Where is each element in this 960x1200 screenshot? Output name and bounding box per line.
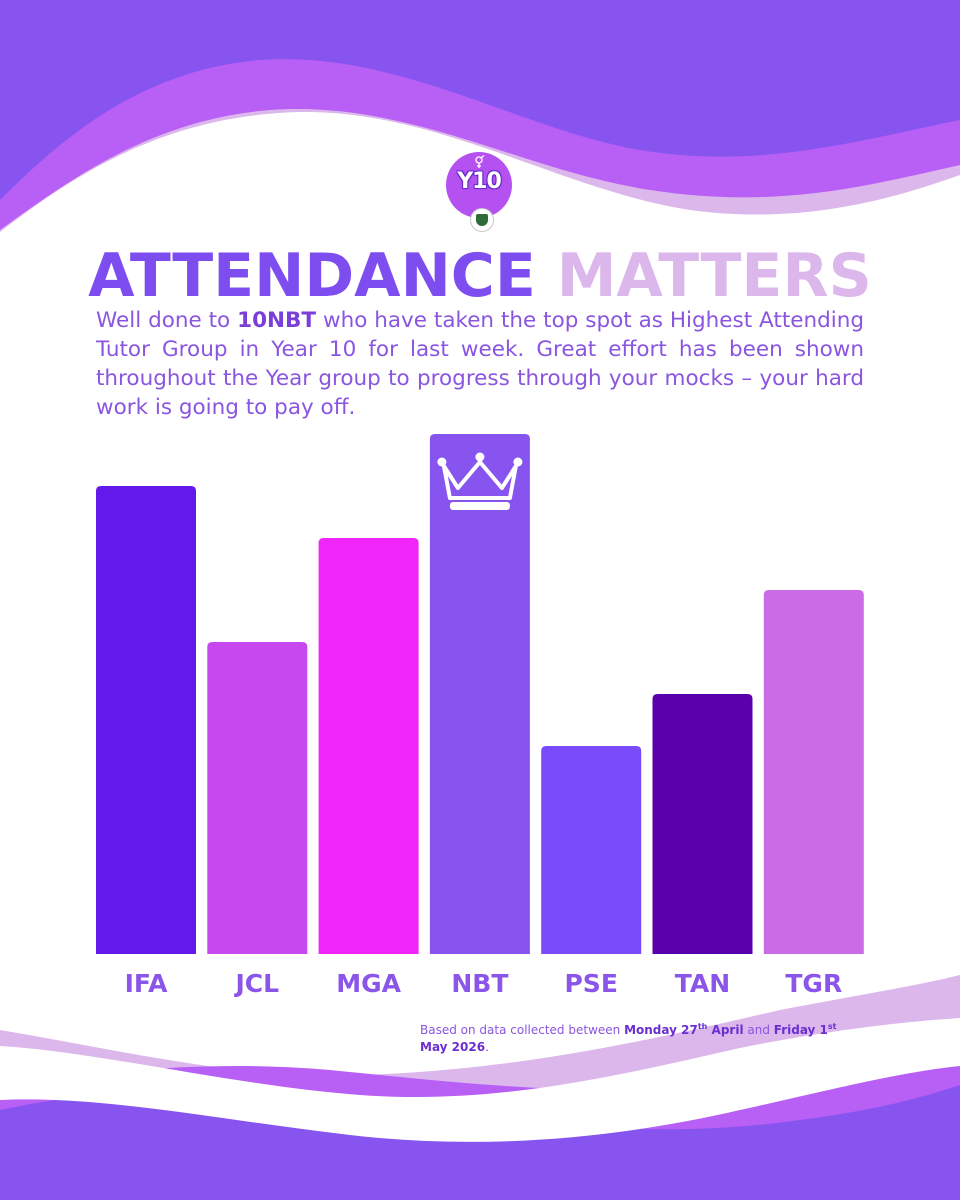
category-label-jcl: JCL: [234, 969, 280, 998]
footnote-end-rest: May 2026: [420, 1040, 486, 1054]
chart-bars: [96, 434, 864, 954]
bar-jcl: [207, 642, 308, 954]
crown-base: [449, 502, 510, 510]
crown-jewel-2: [475, 452, 485, 462]
category-label-pse: PSE: [564, 969, 617, 998]
category-label-tan: TAN: [675, 969, 730, 998]
category-label-tgr: TGR: [785, 969, 842, 998]
crown-jewel-1: [437, 457, 447, 467]
footnote-prefix: Based on data collected between: [420, 1023, 625, 1037]
footnote-end-sup: st: [827, 1022, 837, 1031]
bar-tgr: [763, 590, 864, 954]
footnote-start: Monday 27: [624, 1023, 698, 1037]
page-title: ATTENDANCE MATTERS: [0, 240, 960, 312]
crown-outline: [441, 460, 518, 500]
year-badge: Y10: [446, 152, 512, 218]
year-badge-label: Y10: [457, 169, 502, 194]
intro-paragraph: Well done to 10NBT who have taken the to…: [96, 306, 864, 422]
footnote-start-sup: th: [697, 1022, 708, 1031]
bar-nbt: [429, 434, 530, 954]
gender-symbol-icon: [475, 155, 485, 168]
footnote-end: Friday 1: [773, 1023, 828, 1037]
school-crest-icon: [470, 208, 494, 232]
category-label-nbt: NBT: [451, 969, 508, 998]
bar-tan: [652, 694, 753, 954]
intro-after: who have taken the top spot as Highest A…: [96, 308, 864, 420]
title-part-2: MATTERS: [556, 241, 872, 311]
footnote-suffix: .: [485, 1040, 489, 1054]
bar-pse: [541, 746, 642, 954]
intro-highlight: 10NBT: [237, 308, 317, 333]
intro-before: Well done to: [96, 308, 238, 333]
category-label-mga: MGA: [336, 969, 401, 998]
data-footnote: Based on data collected between Monday 2…: [420, 1018, 850, 1056]
title-part-1: ATTENDANCE: [88, 241, 536, 311]
footnote-middle: and: [743, 1023, 774, 1037]
footnote-start-month: April: [707, 1023, 744, 1037]
crown-jewel-3: [513, 457, 523, 467]
category-label-ifa: IFA: [125, 969, 169, 998]
bar-ifa: [96, 486, 196, 954]
chart-category-labels: IFA JCL MGA NBT PSE TAN TGR: [125, 969, 843, 998]
crown-icon: [437, 452, 523, 510]
bar-mga: [318, 538, 419, 954]
